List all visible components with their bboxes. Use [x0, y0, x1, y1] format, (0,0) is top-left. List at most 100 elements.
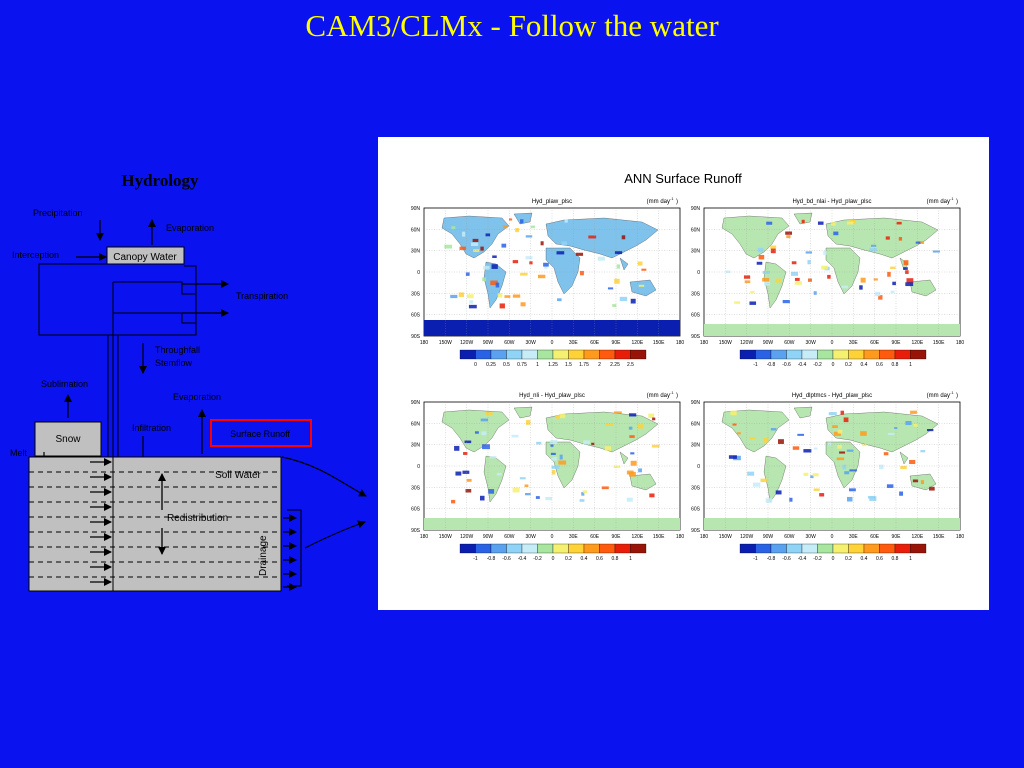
map-cell: [512, 487, 520, 493]
map-cell: [466, 294, 474, 299]
canopy-water-label: Canopy Water: [113, 252, 177, 263]
map-cell: [582, 490, 588, 494]
colorbar-swatch: [739, 349, 756, 360]
lat-tick-label: 30S: [691, 291, 701, 297]
map-cell: [515, 228, 520, 233]
melt-label: Melt: [10, 448, 28, 458]
lat-tick-label: 60S: [411, 507, 421, 513]
colorbar-label: 0.8: [892, 556, 899, 562]
map-cell: [480, 246, 484, 251]
map-cell: [757, 247, 764, 253]
continent: [793, 406, 813, 419]
colorbar-swatch: [770, 543, 787, 554]
colorbar-swatch: [786, 543, 803, 554]
map-cell: [828, 442, 832, 446]
map-cell: [630, 298, 636, 304]
canopy-evaporation-label: Evaporation: [166, 223, 214, 233]
map-cell: [557, 298, 562, 302]
map-cell: [525, 235, 533, 238]
colorbar-label: 2.5: [627, 362, 634, 368]
map-cell: [601, 486, 609, 490]
map-cell: [524, 484, 529, 488]
colorbar-swatch: [879, 349, 896, 360]
map-cell: [614, 251, 623, 255]
panel-title: Hyd_nli - Hyd_plaw_plsc: [519, 393, 585, 399]
lon-tick-label: 0: [831, 340, 834, 346]
map-cell: [470, 242, 479, 247]
colorbar-swatch: [599, 543, 616, 554]
map-cell: [823, 251, 827, 255]
transpiration-label: Transpiration: [236, 291, 288, 301]
runoff-figure: ANN Surface Runoff Hyd_plaw_plsc (mm day-…: [378, 137, 989, 610]
map-cell: [803, 449, 812, 453]
lon-tick-label: 180: [956, 534, 965, 540]
map-cell: [551, 469, 556, 475]
colorbar-label: 1.75: [579, 362, 589, 368]
sublimation-label: Sublimation: [41, 379, 88, 389]
colorbar-label: 0: [474, 362, 477, 368]
map-cell: [462, 470, 470, 474]
colorbar-swatch: [506, 543, 523, 554]
map-cell: [458, 292, 465, 297]
map-cell: [616, 264, 621, 269]
lon-tick-label: 150W: [719, 534, 732, 540]
colorbar-swatch: [568, 349, 585, 360]
colorbar-label: 0: [832, 556, 835, 562]
map-cell: [613, 465, 621, 468]
map-cell: [488, 489, 495, 494]
map-cell: [454, 445, 460, 451]
map-cell: [736, 432, 741, 435]
lon-tick-label: 90E: [892, 534, 902, 540]
continent: [899, 451, 909, 465]
map-cell: [898, 236, 903, 241]
lon-tick-label: 30E: [569, 340, 579, 346]
colorbar-label: -1: [473, 556, 478, 562]
map-cell: [878, 295, 883, 300]
colorbar-label: 0.4: [581, 556, 588, 562]
map-cell: [629, 413, 637, 417]
lat-tick-label: 60S: [691, 313, 701, 319]
surface-runoff-box: [210, 419, 312, 447]
map-cell: [812, 473, 819, 477]
lat-tick-label: 30N: [411, 249, 421, 255]
map-cell: [846, 449, 854, 452]
continent: [721, 215, 790, 259]
map-cell: [483, 265, 490, 270]
map-cell: [652, 417, 656, 421]
map-cell: [750, 290, 755, 294]
lat-tick-label: 30N: [411, 443, 421, 449]
ground-evaporation-label: Evaporation: [173, 392, 221, 402]
colorbar-swatch: [755, 349, 772, 360]
lon-tick-label: 30E: [849, 340, 859, 346]
colorbar-label: 0: [832, 362, 835, 368]
map-cell: [550, 444, 554, 447]
colorbar-label: 0.75: [517, 362, 527, 368]
map-cell: [638, 468, 642, 473]
lat-tick-label: 90S: [411, 528, 421, 534]
hydrology-diagram: Hydrology Canopy Water Precipitation Eva…: [10, 171, 367, 592]
canopy-structure: [38, 263, 197, 457]
snow-label: Snow: [55, 434, 81, 445]
lon-tick-label: 60E: [870, 340, 880, 346]
lon-tick-label: 120E: [631, 340, 643, 346]
map-cell: [520, 219, 524, 224]
map-cell: [833, 231, 839, 236]
map-cell: [591, 442, 595, 446]
map-cell: [905, 282, 914, 287]
lat-tick-label: 90S: [691, 334, 701, 340]
map-cell: [887, 432, 895, 436]
panel-units: (mm day: [927, 393, 950, 399]
colorbar-label: 0.5: [503, 362, 510, 368]
colorbar-swatch: [910, 543, 927, 554]
map-cell: [469, 300, 474, 304]
map-cell: [555, 414, 561, 419]
throughfall-label: Throughfall: [155, 345, 200, 355]
colorbar-label: -0.2: [813, 556, 822, 562]
lat-tick-label: 90S: [411, 334, 421, 340]
surface-runoff-label: Surface Runoff: [230, 429, 290, 439]
map-cell: [833, 431, 841, 436]
map-cell: [920, 480, 925, 485]
colorbar-swatch: [894, 543, 911, 554]
interception-label: Interception: [12, 250, 59, 260]
panel-units-close: ): [956, 199, 958, 205]
